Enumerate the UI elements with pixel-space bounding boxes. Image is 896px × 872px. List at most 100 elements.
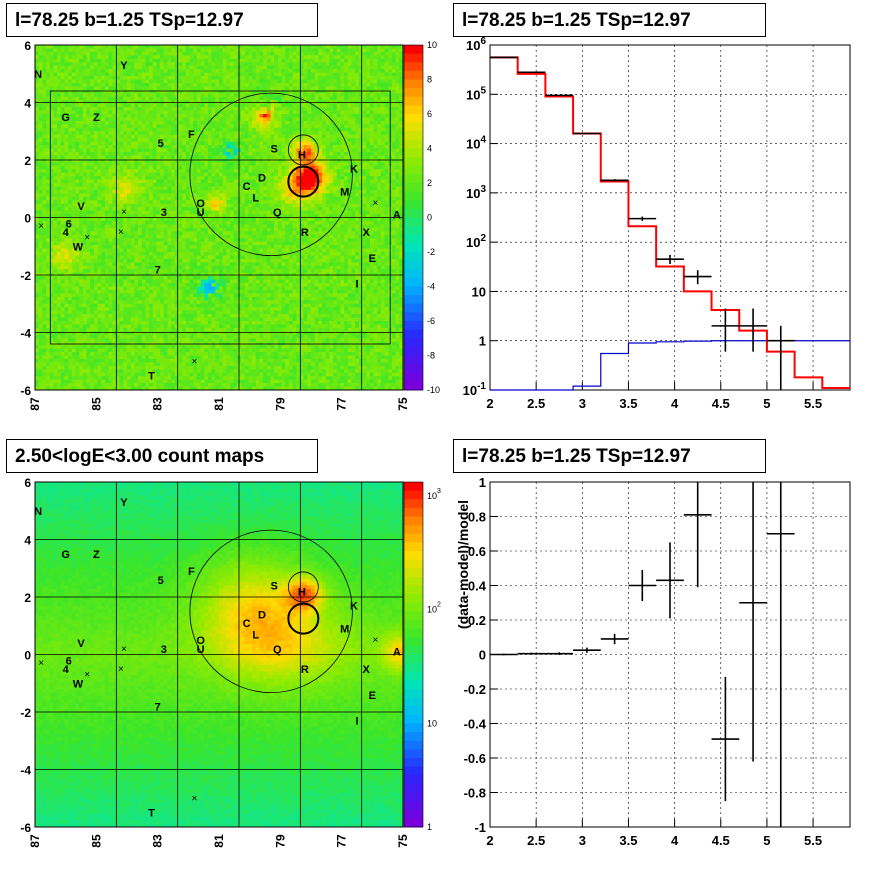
source-label: 6 — [66, 655, 72, 667]
colorbar-tick-label: 10 — [427, 40, 437, 50]
y-tick-label: -4 — [20, 327, 31, 341]
y-tick-label: 0.2 — [468, 613, 486, 628]
x-tick-label: 5.5 — [804, 396, 822, 411]
source-label: R — [301, 227, 309, 239]
colorbar-frame — [403, 44, 424, 391]
source-label: 5 — [158, 138, 164, 150]
source-label: M — [340, 624, 349, 636]
source-label: X — [363, 664, 371, 676]
source-label: E — [369, 253, 376, 265]
target-circle — [287, 165, 320, 198]
colorbar-tick-label: 2 — [427, 178, 432, 188]
colorbar-tick-label: -2 — [427, 247, 435, 257]
source-label: R — [301, 664, 309, 676]
x-tick-label: 75 — [396, 834, 410, 848]
panel-title-top-right: l=78.25 b=1.25 TSp=12.97 — [453, 3, 766, 37]
x-tick-label: 83 — [151, 397, 165, 411]
y-tick-label: -0.4 — [464, 717, 487, 732]
source-circle-h — [287, 134, 319, 166]
source-marker: × — [192, 356, 198, 367]
source-label: 7 — [155, 264, 161, 276]
source-marker: × — [121, 207, 127, 218]
source-marker: × — [118, 227, 124, 238]
source-label: Y — [120, 60, 128, 72]
x-tick-label: 4 — [671, 833, 679, 848]
x-tick-label: 87 — [28, 397, 42, 411]
source-label: H — [298, 586, 306, 598]
x-tick-label: 3 — [579, 833, 586, 848]
panel-title-top-left: l=78.25 b=1.25 TSp=12.97 — [6, 3, 318, 37]
source-label: Q — [273, 644, 282, 656]
source-label: E — [369, 690, 376, 702]
source-label: G — [61, 112, 70, 124]
y-tick-label: 1 — [479, 475, 486, 490]
model-line — [490, 56, 850, 389]
source-label: D — [258, 609, 266, 621]
y-tick-label: 102 — [466, 233, 486, 250]
x-tick-label: 87 — [28, 834, 42, 848]
y-tick-label: 6 — [24, 476, 31, 490]
source-label: W — [73, 678, 84, 690]
residual-colorbar — [404, 45, 423, 391]
source-label: F — [188, 129, 195, 141]
source-label: L — [252, 192, 259, 204]
x-tick-label: 2 — [486, 396, 493, 411]
source-label: F — [188, 566, 195, 578]
y-tick-label: 0.6 — [468, 544, 486, 559]
y-tick-label: 2 — [24, 154, 31, 168]
source-label: 3 — [161, 644, 167, 656]
source-label: U — [197, 644, 205, 656]
panel-title-bottom-right: l=78.25 b=1.25 TSp=12.97 — [453, 439, 766, 473]
x-tick-label: 2 — [486, 833, 493, 848]
x-tick-label: 79 — [273, 834, 287, 848]
source-label: 3 — [161, 207, 167, 219]
colorbar-tick-label: -6 — [427, 316, 435, 326]
target-circle — [287, 602, 320, 635]
y-tick-label: 4 — [24, 97, 31, 111]
source-label: N — [34, 69, 42, 81]
y-tick-label: 106 — [466, 36, 486, 53]
y-tick-label: -0.6 — [464, 751, 486, 766]
source-marker: × — [121, 644, 127, 655]
roi-box — [49, 90, 391, 345]
source-label: S — [271, 144, 278, 156]
colorbar-tick-label: 1 — [427, 822, 432, 832]
y-tick-label: -0.8 — [464, 786, 486, 801]
source-label: T — [148, 371, 155, 383]
colorbar-tick-label: -4 — [427, 282, 435, 292]
source-label: O — [196, 198, 205, 210]
source-label: A — [393, 647, 401, 659]
source-label: I — [355, 279, 358, 291]
source-label: V — [77, 638, 85, 650]
source-marker: × — [38, 658, 44, 669]
source-label: 4 — [63, 664, 70, 676]
y-tick-label: -1 — [474, 820, 486, 835]
source-label: V — [77, 201, 85, 213]
x-tick-label: 79 — [273, 397, 287, 411]
x-tick-label: 81 — [212, 397, 226, 411]
source-label: 6 — [66, 218, 72, 230]
x-tick-label: 4.5 — [712, 833, 730, 848]
source-marker: × — [372, 198, 378, 209]
source-label: N — [34, 506, 42, 518]
source-label: 7 — [155, 701, 161, 713]
x-tick-label: 5 — [763, 396, 770, 411]
roi-circle — [189, 92, 353, 257]
source-label: H — [298, 149, 306, 161]
source-label: D — [258, 172, 266, 184]
x-tick-label: 75 — [396, 397, 410, 411]
x-tick-label: 4.5 — [712, 396, 730, 411]
colorbar-tick-label: 6 — [427, 109, 432, 119]
x-tick-label: 5.5 — [804, 833, 822, 848]
source-label: I — [355, 716, 358, 728]
y-tick-label: 6 — [24, 39, 31, 53]
colorbar-tick-label: -8 — [427, 351, 435, 361]
source-label: Y — [120, 497, 128, 509]
y-tick-label: 1 — [479, 334, 486, 349]
y-tick-label: 0 — [479, 648, 486, 663]
y-tick-label: -6 — [20, 384, 31, 398]
y-tick-label: 10-1 — [463, 381, 487, 398]
y-tick-label: 103 — [466, 184, 486, 201]
source-marker: × — [118, 664, 124, 675]
y-tick-label: 0.4 — [468, 579, 487, 594]
